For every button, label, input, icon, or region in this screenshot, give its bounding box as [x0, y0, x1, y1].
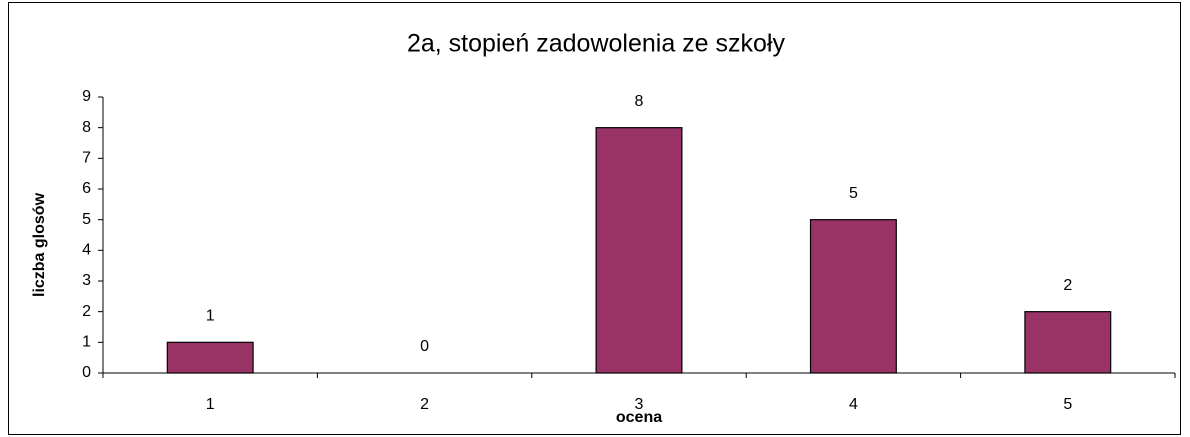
data-label: 8 — [635, 93, 644, 110]
data-label: 1 — [206, 308, 215, 325]
y-tick-label: 1 — [82, 334, 91, 351]
y-tick-label: 2 — [82, 303, 91, 320]
y-tick-label: 7 — [82, 150, 91, 167]
y-axis-label: liczba glosów — [31, 192, 48, 297]
y-tick-label: 5 — [82, 211, 91, 228]
data-label: 5 — [849, 185, 858, 202]
y-tick-label: 4 — [82, 242, 91, 259]
x-tick-label: 5 — [1063, 396, 1072, 413]
bar — [166, 341, 254, 374]
y-tick-label: 8 — [82, 119, 91, 136]
bar — [809, 219, 897, 374]
x-tick-label: 4 — [849, 396, 858, 413]
bar — [1024, 311, 1112, 374]
data-label: 2 — [1063, 277, 1072, 294]
x-axis-label: ocena — [616, 409, 662, 426]
data-label: 0 — [420, 338, 429, 355]
y-tick-label: 6 — [82, 180, 91, 197]
x-tick-label: 1 — [206, 396, 215, 413]
chart-title: 2a, stopień zadowolenia ze szkoły — [407, 30, 786, 58]
y-tick-label: 9 — [82, 88, 91, 105]
y-tick-label: 3 — [82, 272, 91, 289]
x-tick-label: 3 — [635, 396, 644, 413]
bar — [595, 127, 683, 374]
x-tick-label: 2 — [420, 396, 429, 413]
y-tick-label: 0 — [82, 364, 91, 381]
